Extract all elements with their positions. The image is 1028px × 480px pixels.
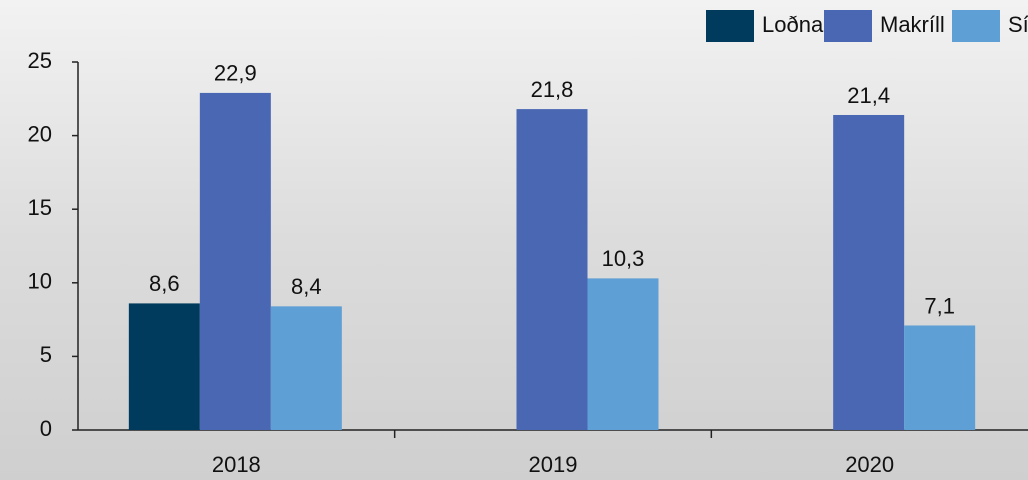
legend-label: Loðna — [762, 12, 824, 37]
bar — [129, 303, 200, 430]
x-tick-label: 2018 — [212, 452, 261, 477]
value-label: 10,3 — [602, 246, 645, 271]
value-label: 8,4 — [291, 274, 322, 299]
bar — [904, 325, 975, 430]
bar — [200, 93, 271, 430]
y-tick-label: 5 — [40, 342, 52, 367]
bar — [833, 115, 904, 430]
bar — [271, 306, 342, 430]
y-tick-label: 25 — [28, 48, 52, 73]
legend-swatch — [824, 10, 872, 42]
legend-swatch — [706, 10, 754, 42]
x-tick-label: 2020 — [845, 452, 894, 477]
value-label: 21,8 — [531, 77, 574, 102]
value-label: 7,1 — [924, 293, 955, 318]
y-tick-label: 0 — [40, 416, 52, 441]
y-tick-label: 20 — [28, 121, 52, 146]
y-tick-label: 10 — [28, 269, 52, 294]
value-label: 22,9 — [214, 61, 257, 86]
y-tick-label: 15 — [28, 195, 52, 220]
chart: 0 5 10 15 20 25 2018 8,6 22,9 8,4 2019 21,8 10,3 2020… — [0, 0, 1028, 480]
bar — [588, 278, 659, 430]
legend-label: Síld — [1008, 12, 1028, 37]
bar — [517, 109, 588, 430]
legend-swatch — [952, 10, 1000, 42]
x-tick-label: 2019 — [529, 452, 578, 477]
value-label: 21,4 — [847, 83, 890, 108]
legend-label: Makríll — [880, 12, 945, 37]
value-label: 8,6 — [149, 271, 180, 296]
